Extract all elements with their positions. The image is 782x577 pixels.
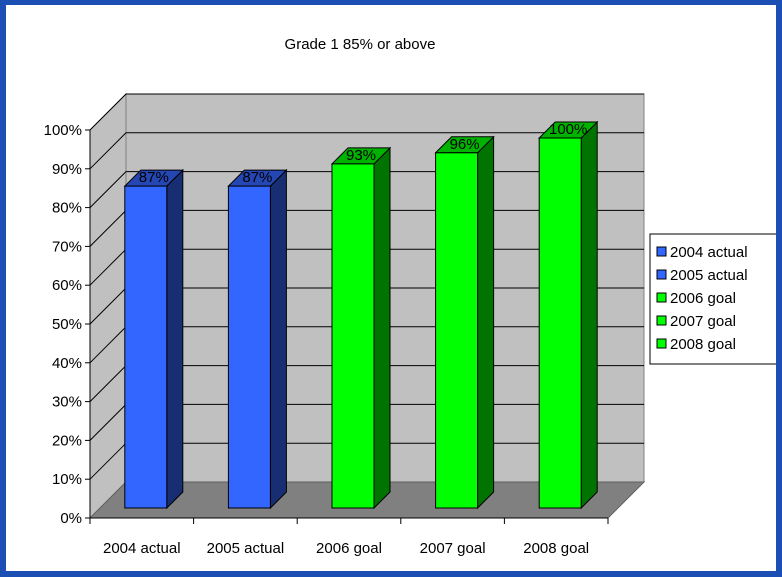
x-tick-label: 2004 actual: [103, 540, 181, 557]
gridline: [89, 132, 644, 170]
bar-side: [477, 135, 495, 510]
chart-title: Grade 1 85% or above: [285, 36, 436, 53]
gridline: [89, 93, 644, 131]
x-axis-ticks: 2004 actual 2005 actual 2006 goal 2007 goal…: [89, 518, 609, 557]
bar-chart: Grade 1 85% or above 0% 10% 20% 30% 40% 50% 60…: [44, 36, 776, 557]
bar-side: [373, 146, 391, 510]
x-tick-label: 2007 goal: [420, 540, 486, 557]
x-tick-label: 2005 actual: [207, 540, 285, 557]
chart-frame: Grade 1 85% or above 0% 10% 20% 30% 40% 50% 60…: [6, 5, 776, 571]
legend-label: 2008 goal: [670, 336, 736, 353]
data-label: 100%: [549, 121, 587, 138]
legend-swatch: [656, 292, 667, 303]
y-tick-label: 100%: [44, 122, 82, 139]
y-tick-label: 30%: [52, 394, 82, 411]
bar: [538, 137, 582, 509]
y-tick-label: 90%: [52, 161, 82, 178]
bar: [331, 163, 375, 509]
data-label: 93%: [346, 147, 376, 164]
legend-swatch: [656, 338, 667, 349]
legend-label: 2007 goal: [670, 313, 736, 330]
legend: 2004 actual 2005 actual 2006 goal 2007 goal…: [649, 233, 776, 365]
y-tick-label: 50%: [52, 316, 82, 333]
data-label: 87%: [139, 169, 169, 186]
bar: [124, 185, 168, 509]
legend-box: [649, 233, 776, 365]
legend-swatch: [656, 315, 667, 326]
y-tick-label: 40%: [52, 355, 82, 372]
data-label: 96%: [450, 136, 480, 153]
y-tick-label: 70%: [52, 238, 82, 255]
bar-side: [269, 168, 287, 510]
legend-label: 2005 actual: [670, 267, 748, 284]
legend-label: 2004 actual: [670, 244, 748, 261]
bar-side: [580, 120, 598, 510]
y-tick-label: 80%: [52, 200, 82, 217]
y-tick-label: 20%: [52, 432, 82, 449]
bar-side: [166, 168, 184, 510]
y-tick-label: 0%: [60, 510, 82, 527]
legend-label: 2006 goal: [670, 290, 736, 307]
y-axis-ticks: 0% 10% 20% 30% 40% 50% 60% 70% 80% 90% 100%: [44, 122, 90, 527]
bar: [227, 185, 271, 509]
legend-swatch: [656, 246, 667, 257]
legend-swatch: [656, 269, 667, 280]
x-tick-label: 2006 goal: [316, 540, 382, 557]
x-tick-label: 2008 goal: [523, 540, 589, 557]
data-label: 87%: [242, 169, 272, 186]
y-tick-label: 60%: [52, 277, 82, 294]
bar: [435, 152, 479, 509]
bars: 87% 87% 93% 96% 100%: [123, 120, 599, 510]
y-tick-label: 10%: [52, 471, 82, 488]
